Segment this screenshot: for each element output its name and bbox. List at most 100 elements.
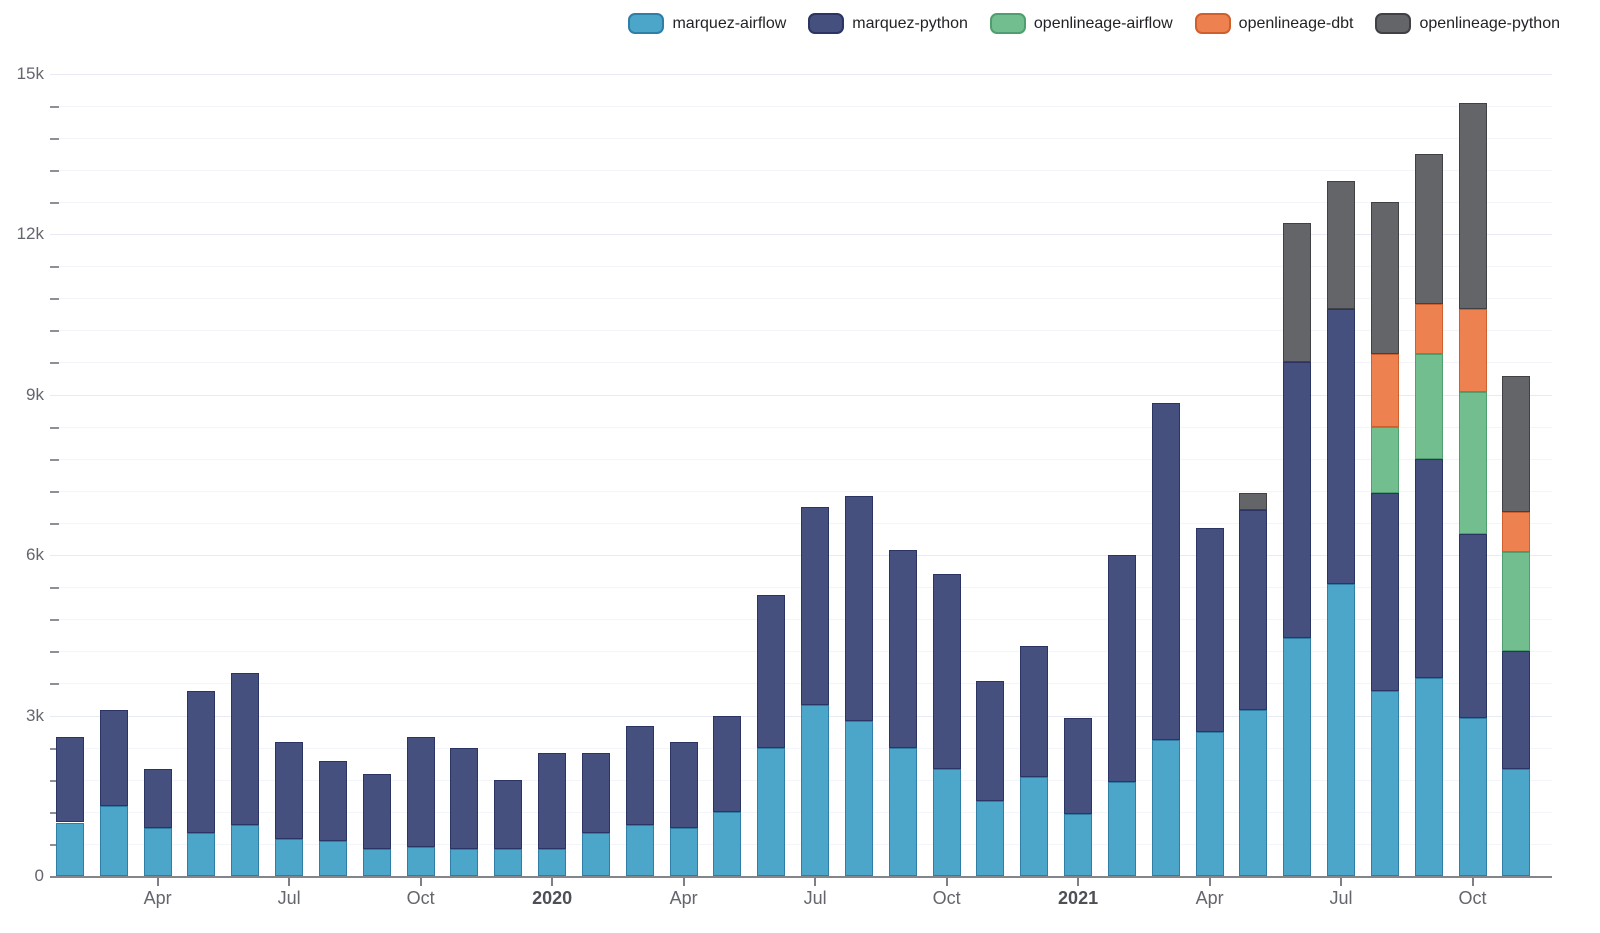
x-axis-tick-label: 2021 xyxy=(1058,888,1099,908)
bar-segment-marquez-python[interactable] xyxy=(231,672,260,826)
bar-segment-marquez-python[interactable] xyxy=(450,747,479,850)
bar-segment-marquez-python[interactable] xyxy=(801,506,830,705)
bar-segment-openlineage-python[interactable] xyxy=(1370,201,1399,355)
bar-segment-marquez-python[interactable] xyxy=(99,710,128,807)
bar-segment-marquez-airflow[interactable] xyxy=(231,825,260,876)
bar-segment-openlineage-python[interactable] xyxy=(1502,375,1531,513)
bar-segment-marquez-python[interactable] xyxy=(1239,509,1268,711)
bar-segment-marquez-airflow[interactable] xyxy=(801,704,830,876)
bar-segment-marquez-python[interactable] xyxy=(494,779,523,850)
bar-segment-marquez-airflow[interactable] xyxy=(888,747,917,876)
bar-segment-marquez-airflow[interactable] xyxy=(450,849,479,876)
bar-segment-openlineage-dbt[interactable] xyxy=(1502,512,1531,553)
bar-segment-marquez-airflow[interactable] xyxy=(275,838,304,876)
bar-segment-openlineage-python[interactable] xyxy=(1414,153,1443,304)
bar-segment-openlineage-python[interactable] xyxy=(1327,180,1356,309)
y-minor-tick xyxy=(50,779,59,782)
bar-segment-marquez-python[interactable] xyxy=(1020,645,1049,777)
y-minor-tick xyxy=(50,490,59,493)
bar-segment-marquez-python[interactable] xyxy=(1370,493,1399,692)
bar-segment-marquez-python[interactable] xyxy=(581,752,610,834)
bar-segment-marquez-airflow[interactable] xyxy=(1107,782,1136,876)
bar-segment-marquez-python[interactable] xyxy=(757,595,786,748)
bar-segment-marquez-python[interactable] xyxy=(362,774,391,850)
bar-segment-openlineage-python[interactable] xyxy=(1458,102,1487,309)
bar-segment-marquez-python[interactable] xyxy=(1151,402,1180,740)
minor-gridline xyxy=(50,426,1552,428)
bar-segment-marquez-airflow[interactable] xyxy=(844,720,873,876)
bar-segment-marquez-python[interactable] xyxy=(538,752,567,850)
bar-segment-marquez-python[interactable] xyxy=(318,760,347,842)
bar-segment-marquez-python[interactable] xyxy=(932,573,961,769)
bar-segment-marquez-airflow[interactable] xyxy=(1020,777,1049,876)
bar-segment-marquez-airflow[interactable] xyxy=(56,822,84,876)
bar-segment-marquez-python[interactable] xyxy=(406,736,435,847)
y-axis-tick-label: 9k xyxy=(26,384,44,404)
bar-segment-marquez-airflow[interactable] xyxy=(1195,731,1224,876)
bar-segment-marquez-python[interactable] xyxy=(1327,308,1356,585)
bar-segment-marquez-python[interactable] xyxy=(669,742,698,828)
bar-segment-marquez-python[interactable] xyxy=(187,691,216,834)
x-axis-tick xyxy=(1208,878,1211,886)
bar-segment-openlineage-dbt[interactable] xyxy=(1414,303,1443,355)
bar-segment-marquez-airflow[interactable] xyxy=(976,801,1005,876)
bar-segment-marquez-python[interactable] xyxy=(1064,718,1093,815)
bar-segment-marquez-airflow[interactable] xyxy=(625,825,654,876)
bar-segment-marquez-python[interactable] xyxy=(844,496,873,721)
x-axis-tick xyxy=(682,878,685,886)
legend-item-openlineage-python[interactable]: openlineage-python xyxy=(1375,13,1560,34)
bar-segment-marquez-airflow[interactable] xyxy=(1370,691,1399,876)
bar-segment-openlineage-airflow[interactable] xyxy=(1458,391,1487,534)
bar-segment-marquez-python[interactable] xyxy=(1107,555,1136,783)
bar-segment-marquez-airflow[interactable] xyxy=(1458,718,1487,876)
bar-segment-marquez-airflow[interactable] xyxy=(932,769,961,876)
bar-segment-openlineage-dbt[interactable] xyxy=(1458,308,1487,392)
bar-segment-marquez-airflow[interactable] xyxy=(757,747,786,876)
bar-segment-openlineage-python[interactable] xyxy=(1239,493,1268,510)
y-minor-tick xyxy=(50,426,59,429)
bar-segment-marquez-airflow[interactable] xyxy=(187,833,216,876)
bar-segment-marquez-airflow[interactable] xyxy=(494,849,523,876)
bar-segment-marquez-python[interactable] xyxy=(1414,458,1443,679)
bar-segment-marquez-python[interactable] xyxy=(56,736,84,823)
bar-segment-marquez-airflow[interactable] xyxy=(1414,678,1443,876)
bar-segment-marquez-airflow[interactable] xyxy=(713,811,742,876)
bar-segment-marquez-python[interactable] xyxy=(713,715,742,812)
bar-segment-openlineage-dbt[interactable] xyxy=(1370,354,1399,427)
bar-segment-marquez-python[interactable] xyxy=(1195,528,1224,732)
bar-segment-marquez-python[interactable] xyxy=(143,769,172,828)
x-axis-tick xyxy=(1340,878,1343,886)
legend-item-openlineage-dbt[interactable]: openlineage-dbt xyxy=(1194,13,1353,34)
y-minor-tick xyxy=(50,137,59,140)
bar-segment-openlineage-airflow[interactable] xyxy=(1502,552,1531,652)
bar-segment-marquez-airflow[interactable] xyxy=(1064,814,1093,876)
bar-segment-marquez-airflow[interactable] xyxy=(1327,584,1356,876)
bar-segment-marquez-airflow[interactable] xyxy=(143,827,172,876)
legend-item-openlineage-airflow[interactable]: openlineage-airflow xyxy=(989,13,1173,34)
bar-segment-marquez-airflow[interactable] xyxy=(99,806,128,876)
bar-segment-openlineage-python[interactable] xyxy=(1283,223,1312,363)
bar-segment-marquez-python[interactable] xyxy=(976,680,1005,802)
bar-segment-marquez-python[interactable] xyxy=(1502,651,1531,769)
bar-segment-marquez-airflow[interactable] xyxy=(1151,739,1180,876)
bar-segment-marquez-python[interactable] xyxy=(1283,362,1312,638)
bar-segment-openlineage-airflow[interactable] xyxy=(1414,354,1443,459)
major-gridline xyxy=(50,394,1552,396)
bar-segment-marquez-python[interactable] xyxy=(1458,533,1487,719)
bar-segment-marquez-airflow[interactable] xyxy=(669,827,698,876)
bar-segment-marquez-airflow[interactable] xyxy=(1239,710,1268,876)
bar-segment-marquez-python[interactable] xyxy=(625,726,654,826)
y-minor-tick xyxy=(50,298,59,301)
legend-item-marquez-airflow[interactable]: marquez-airflow xyxy=(628,13,786,34)
legend-item-marquez-python[interactable]: marquez-python xyxy=(808,13,968,34)
bar-segment-marquez-airflow[interactable] xyxy=(406,846,435,876)
bar-segment-marquez-python[interactable] xyxy=(888,549,917,748)
bar-segment-marquez-airflow[interactable] xyxy=(538,849,567,876)
bar-segment-marquez-python[interactable] xyxy=(275,742,304,839)
bar-segment-marquez-airflow[interactable] xyxy=(1502,769,1531,876)
bar-segment-marquez-airflow[interactable] xyxy=(581,833,610,876)
bar-segment-marquez-airflow[interactable] xyxy=(1283,637,1312,876)
bar-segment-openlineage-airflow[interactable] xyxy=(1370,426,1399,494)
bar-segment-marquez-airflow[interactable] xyxy=(362,849,391,876)
bar-segment-marquez-airflow[interactable] xyxy=(318,841,347,876)
